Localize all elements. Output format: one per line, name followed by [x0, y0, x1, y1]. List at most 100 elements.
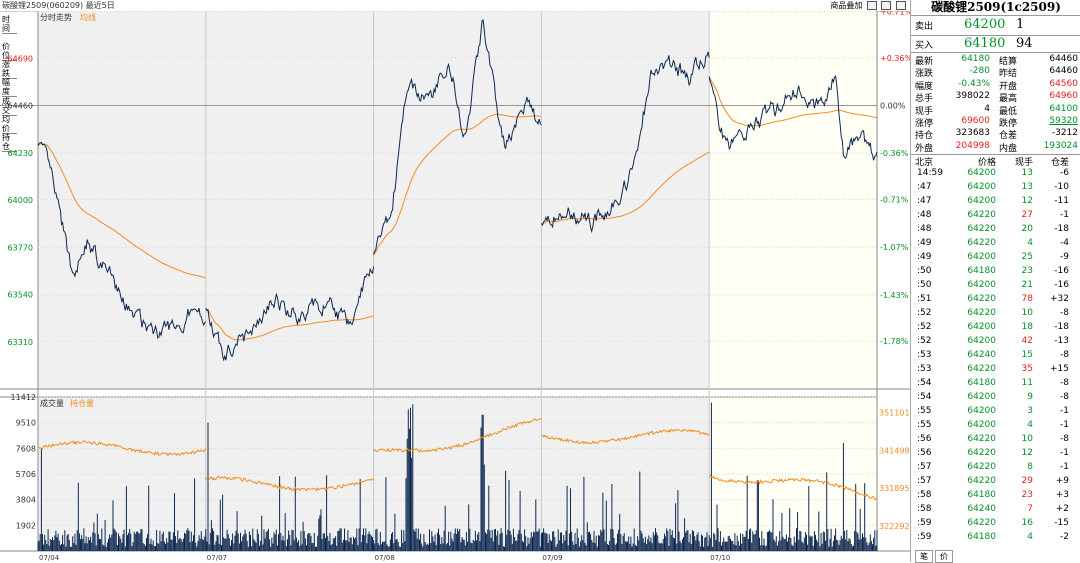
trade-cell: 64220 — [967, 364, 996, 374]
menu-price[interactable]: 价位 — [2, 42, 17, 61]
trade-cell: 3 — [1027, 406, 1033, 416]
trade-cell: -8 — [1060, 308, 1069, 318]
trade-row[interactable]: :47 64200 12 -11 — [911, 196, 1080, 210]
right-pct-tick: -0.71% — [880, 196, 909, 205]
close-icon[interactable] — [896, 1, 906, 10]
trade-row[interactable]: :55 64200 4 -1 — [911, 420, 1080, 434]
trade-row[interactable]: :57 64220 29 +9 — [911, 476, 1080, 490]
trade-cell: :54 — [917, 378, 932, 388]
trade-cell: 64220 — [967, 476, 996, 486]
trade-row[interactable]: :51 64220 78 +32 — [911, 294, 1080, 308]
trade-row[interactable]: :57 64220 8 -1 — [911, 462, 1080, 476]
stat-label: 开盘 — [999, 81, 1018, 92]
oi-tick: 322292 — [879, 522, 910, 531]
trade-cell: 12 — [1021, 448, 1033, 458]
tab-ticks[interactable]: 笔 — [915, 550, 933, 563]
menu-change[interactable]: 涨跌 — [2, 60, 17, 79]
trade-row[interactable]: :50 64180 23 -16 — [911, 266, 1080, 280]
stats-row: 涨停 69600 跌停 59320 — [911, 116, 1080, 129]
trade-cell: -2 — [1060, 532, 1069, 542]
trade-row[interactable]: :49 64220 4 -4 — [911, 238, 1080, 252]
trade-cell: :51 — [917, 294, 932, 304]
menu-avg[interactable]: 均价 — [2, 115, 17, 134]
left-price-tick: 63770 — [8, 243, 33, 252]
trade-cell: 7 — [1027, 504, 1033, 514]
trade-row[interactable]: :53 64220 35 +15 — [911, 364, 1080, 378]
oi-tick: 341498 — [879, 446, 910, 455]
trade-cell: 16 — [1021, 518, 1033, 528]
price-line — [37, 19, 878, 362]
trade-row[interactable]: :48 64220 20 -18 — [911, 224, 1080, 238]
oi-legend: 持仓量 — [70, 398, 94, 408]
trade-cell: 64180 — [967, 532, 996, 542]
trade-row[interactable]: :52 64200 18 -18 — [911, 322, 1080, 336]
left-price-tick: 64000 — [8, 196, 33, 205]
trade-row[interactable]: :59 64180 4 -2 — [911, 532, 1080, 546]
trades-header-cell: 现手 — [1014, 158, 1033, 168]
stats-row: 总手 398022 最高 64960 — [911, 91, 1080, 104]
trade-row[interactable]: :58 64240 7 +2 — [911, 504, 1080, 518]
stat-label: 现手 — [915, 106, 934, 117]
stat-value: 64100 — [1049, 103, 1078, 114]
trades-header: 北京 价格 现手 仓差 — [911, 155, 1080, 169]
bid-price: 64180 — [964, 36, 1006, 51]
ask-row[interactable]: 卖出 64200 1 — [911, 17, 1080, 34]
trade-row[interactable]: :54 64200 9 -8 — [911, 392, 1080, 406]
left-price-tick: 63540 — [8, 291, 33, 300]
volume-tick: 5706 — [16, 470, 36, 479]
stat-label: 结算 — [999, 57, 1018, 67]
trade-cell: 64220 — [967, 434, 996, 444]
intraday-chart[interactable]: +2.14%+1.78%+1.43%+1.07%+0.71%+0.36%0.00… — [0, 11, 910, 562]
bid-label: 买入 — [915, 41, 934, 51]
trade-cell: -6 — [1060, 168, 1069, 178]
menu-time[interactable]: 时间 — [2, 15, 17, 34]
stat-value: -3212 — [1051, 128, 1078, 139]
trade-cell: -18 — [1054, 322, 1069, 332]
trade-row[interactable]: 14:59 64200 13 -6 — [911, 168, 1080, 182]
stat-value: 193024 — [1043, 140, 1078, 151]
quote-panel: 碳酸锂2509(1c2509) 卖出 64200 1 买入 64180 94 最… — [910, 0, 1080, 562]
add-product-button[interactable]: 商品叠加 — [830, 1, 863, 10]
right-pct-tick: -1.43% — [880, 291, 909, 300]
trade-cell: +32 — [1050, 294, 1069, 304]
trade-row[interactable]: :56 64220 12 -1 — [911, 448, 1080, 462]
trade-cell: :59 — [917, 532, 932, 542]
minimize-icon[interactable] — [881, 1, 892, 10]
quote-title: 碳酸锂2509(1c2509) — [931, 0, 1061, 14]
trade-row[interactable]: :55 64200 3 -1 — [911, 406, 1080, 420]
trades-header-cell: 仓差 — [1050, 158, 1069, 168]
trade-row[interactable]: :58 64180 23 +3 — [911, 490, 1080, 504]
menu-range[interactable]: 幅度 — [2, 78, 17, 97]
trade-cell: -8 — [1060, 434, 1069, 444]
trade-row[interactable]: :52 64220 10 -8 — [911, 308, 1080, 322]
trade-cell: 64180 — [967, 266, 996, 276]
trade-cell: :53 — [917, 364, 932, 374]
right-pct-tick: 0.00% — [880, 102, 906, 111]
trade-cell: -4 — [1060, 238, 1069, 248]
trade-cell: :52 — [917, 336, 932, 346]
bid-volume: 94 — [1016, 36, 1033, 51]
stat-label: 内盘 — [999, 143, 1018, 154]
grid-layout-icon[interactable] — [866, 1, 877, 10]
menu-oi[interactable]: 持仓 — [2, 133, 17, 152]
trade-cell: -9 — [1060, 252, 1069, 262]
menu-volume[interactable]: 成交 — [2, 97, 17, 116]
stat-value: 4 — [984, 103, 990, 114]
trade-row[interactable]: :59 64220 16 -15 — [911, 518, 1080, 532]
trade-row[interactable]: :47 64200 13 -10 — [911, 182, 1080, 196]
trade-row[interactable]: :56 64220 10 -8 — [911, 434, 1080, 448]
trade-row[interactable]: :53 64240 15 -8 — [911, 350, 1080, 364]
trade-cell: 15 — [1021, 350, 1033, 360]
bid-row[interactable]: 买入 64180 94 — [911, 36, 1080, 53]
stat-label: 涨跌 — [915, 69, 934, 80]
trade-row[interactable]: :52 64200 42 -13 — [911, 336, 1080, 350]
trade-row[interactable]: :50 64200 21 -16 — [911, 280, 1080, 294]
trade-row[interactable]: :48 64220 27 -1 — [911, 210, 1080, 224]
trade-cell: 64240 — [967, 504, 996, 514]
trade-row[interactable]: :49 64200 25 -9 — [911, 252, 1080, 266]
trade-row[interactable]: :54 64180 11 -8 — [911, 378, 1080, 392]
trade-cell: -8 — [1060, 350, 1069, 360]
trade-cell: -8 — [1060, 378, 1069, 388]
tab-price[interactable]: 价 — [935, 550, 953, 563]
stat-label: 仓差 — [999, 131, 1018, 142]
